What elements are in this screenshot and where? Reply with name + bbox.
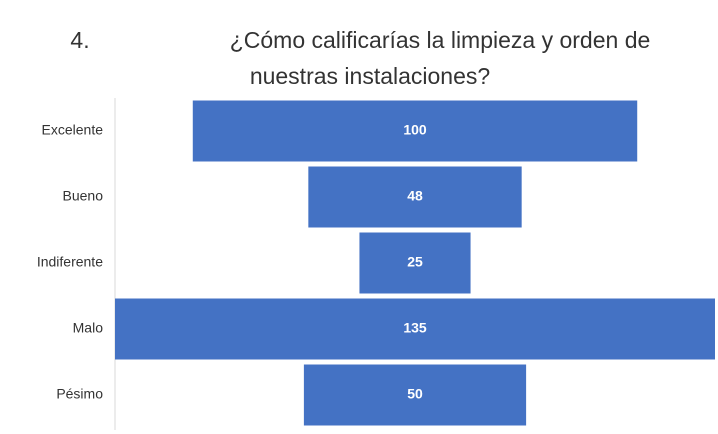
category-label: Malo: [73, 320, 104, 336]
category-label: Pésimo: [56, 386, 103, 402]
bar: [308, 166, 522, 228]
chart-title: nuestras instalaciones?: [250, 63, 490, 89]
bar: [303, 364, 527, 426]
bar: [192, 100, 638, 162]
value-label: 25: [407, 254, 423, 270]
category-label: Excelente: [42, 122, 104, 138]
category-label: Bueno: [63, 188, 104, 204]
value-label: 135: [403, 320, 427, 336]
bar: [115, 298, 715, 360]
bar: [359, 232, 471, 294]
chart-title: ¿Cómo calificarías la limpieza y orden d…: [230, 27, 651, 53]
value-label: 50: [407, 386, 423, 402]
question-number: 4.: [70, 27, 89, 53]
value-label: 100: [403, 122, 427, 138]
category-label: Indiferente: [37, 254, 103, 270]
value-label: 48: [407, 188, 423, 204]
